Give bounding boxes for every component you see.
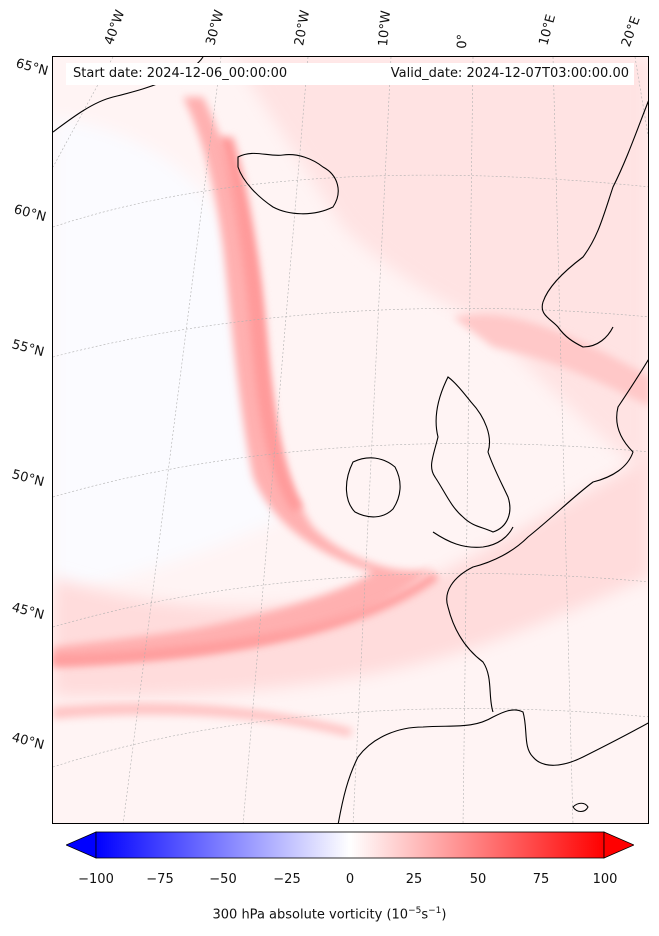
coast-great-britain bbox=[431, 376, 511, 533]
lon-label-20e: 20°E bbox=[618, 14, 644, 50]
colorbar-min-arrow bbox=[66, 831, 97, 859]
coast-iberia bbox=[337, 709, 648, 823]
header-strip bbox=[66, 63, 634, 85]
map-panel[interactable] bbox=[52, 56, 649, 824]
lat-label-50n: 50°N bbox=[10, 467, 46, 491]
valid-date-label: Valid_date: 2024-12-07T03:00:00.00 bbox=[390, 66, 629, 81]
graticule bbox=[53, 57, 648, 823]
vorticity-jet-core bbox=[218, 137, 303, 512]
colorbar-tick: 0 bbox=[345, 872, 355, 887]
coast-norway bbox=[541, 100, 648, 348]
colorbar-max-arrow bbox=[603, 831, 634, 859]
vorticity-northsea-band bbox=[453, 314, 648, 406]
coastlines bbox=[53, 57, 648, 823]
vorticity-map bbox=[53, 57, 648, 823]
lat-label-40n: 40°N bbox=[10, 730, 46, 754]
colorbar-label: 300 hPa absolute vorticity (10−5s−1) bbox=[212, 906, 447, 923]
coast-island-small bbox=[572, 802, 589, 813]
coast-southern-england bbox=[432, 526, 514, 548]
lat-label-45n: 45°N bbox=[10, 600, 46, 624]
colorbar-tick: 75 bbox=[532, 872, 550, 887]
vorticity-secondary-arc bbox=[53, 703, 353, 737]
lat-label-65n: 65°N bbox=[14, 56, 50, 80]
vorticity-zone-north bbox=[233, 57, 648, 476]
lon-label-10e: 10°E bbox=[536, 12, 560, 48]
coast-continent bbox=[446, 359, 648, 713]
coast-ireland bbox=[345, 457, 401, 518]
colorbar-gradient bbox=[95, 831, 605, 859]
colorbar-tick: −25 bbox=[273, 872, 301, 887]
lon-label-30w: 30°W bbox=[203, 8, 228, 47]
lon-label-10w: 10°W bbox=[376, 9, 395, 47]
colorbar bbox=[66, 831, 634, 859]
colorbar-tick: 50 bbox=[469, 872, 487, 887]
lon-label-40w: 40°W bbox=[101, 8, 129, 47]
lon-label-0: 0° bbox=[455, 33, 471, 49]
colorbar-tick: 100 bbox=[592, 872, 618, 887]
colorbar-tick: −50 bbox=[209, 872, 237, 887]
vorticity-arc-core bbox=[53, 572, 439, 665]
colorbar-tick: −100 bbox=[78, 872, 114, 887]
vorticity-jet-band bbox=[53, 97, 433, 667]
lat-label-55n: 55°N bbox=[10, 337, 46, 361]
coast-iceland bbox=[237, 152, 339, 215]
start-date-label: Start date: 2024-12-06_00:00:00 bbox=[73, 66, 288, 81]
lon-label-20w: 20°W bbox=[292, 9, 314, 48]
lat-label-60n: 60°N bbox=[12, 202, 48, 226]
colorbar-tick: 25 bbox=[405, 872, 423, 887]
colorbar-tick: −75 bbox=[146, 872, 174, 887]
